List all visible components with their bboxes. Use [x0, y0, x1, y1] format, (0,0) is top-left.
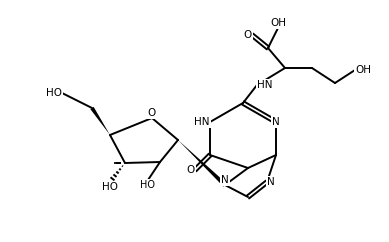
Text: HO: HO — [102, 182, 118, 192]
Text: OH: OH — [270, 18, 286, 28]
Text: O: O — [148, 108, 156, 118]
Text: HN: HN — [257, 80, 273, 90]
Text: HO: HO — [46, 88, 62, 98]
Text: N: N — [272, 117, 280, 127]
Text: O: O — [187, 165, 195, 175]
Polygon shape — [178, 140, 226, 187]
Text: OH: OH — [355, 65, 371, 75]
Text: N: N — [221, 175, 229, 185]
Text: HO: HO — [140, 180, 156, 190]
Text: HN: HN — [194, 117, 210, 127]
Text: N: N — [267, 177, 275, 187]
Polygon shape — [90, 107, 110, 135]
Text: O: O — [244, 30, 252, 40]
